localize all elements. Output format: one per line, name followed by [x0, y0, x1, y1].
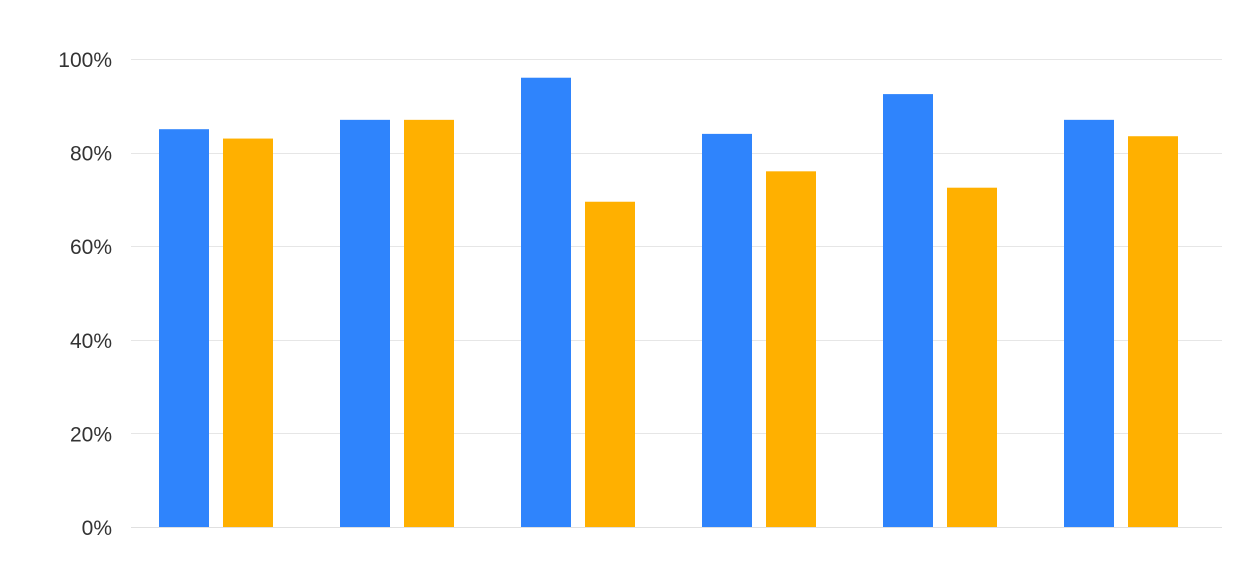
bar-series-1-group-4: [702, 133, 752, 527]
gridlines: [131, 59, 1222, 528]
bar-series-1-group-2: [340, 119, 390, 527]
bar-series-2-group-6: [1128, 136, 1178, 527]
bar-series-1-group-5: [883, 94, 933, 527]
bar-series-2-group-5: [947, 187, 997, 527]
bar-series-2-group-1: [223, 138, 273, 527]
bar-series-1-group-6: [1064, 119, 1114, 527]
y-tick-label: 80%: [70, 143, 112, 166]
y-axis-tick-labels: 0% 20% 40% 60% 80% 100%: [58, 49, 112, 540]
y-tick-label: 20%: [70, 423, 112, 446]
bar-series-2-group-2: [404, 119, 454, 527]
bar-series-1-group-1: [159, 129, 209, 527]
y-tick-label: 0%: [82, 517, 112, 540]
bar-series-2-group-3: [585, 201, 635, 528]
y-tick-label: 60%: [70, 236, 112, 259]
bars: [159, 77, 1178, 528]
bar-series-1-group-3: [521, 77, 571, 527]
bar-series-2-group-4: [766, 171, 816, 527]
y-tick-label: 100%: [58, 49, 112, 72]
y-tick-label: 40%: [70, 330, 112, 353]
